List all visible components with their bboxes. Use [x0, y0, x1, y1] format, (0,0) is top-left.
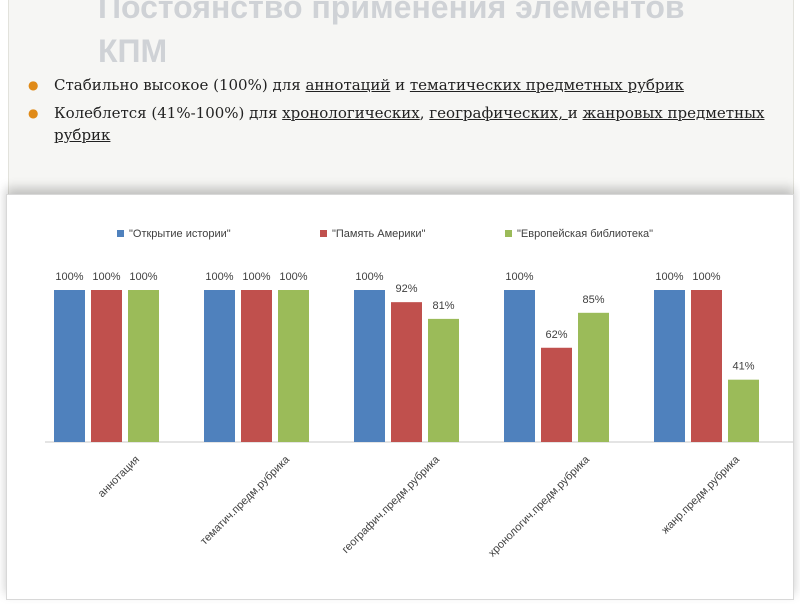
data-label: 100% [692, 271, 720, 283]
bar [54, 290, 85, 442]
bullet-list: ● Стабильно высокое (100%) для аннотаций … [24, 74, 776, 152]
bullet-term: географических, [429, 104, 568, 122]
bar [728, 379, 759, 442]
bar [654, 290, 685, 442]
data-label: 100% [92, 271, 120, 283]
data-label: 62% [545, 329, 567, 341]
data-label: 100% [505, 271, 533, 283]
bullet-dot-icon: ● [28, 106, 39, 120]
data-label: 100% [355, 271, 383, 283]
bar [204, 290, 235, 442]
legend-swatch [320, 230, 327, 237]
data-label: 100% [655, 271, 683, 283]
bar [241, 290, 272, 442]
data-label: 100% [242, 271, 270, 283]
category-label: географич.предм.рубрика [340, 453, 443, 556]
legend-swatch [505, 230, 512, 237]
slide-title: Постоянство применения элементов КПМ [98, 0, 758, 74]
data-label: 100% [205, 271, 233, 283]
category-label: хронологич.предм.рубрика [486, 453, 592, 559]
bar [578, 312, 609, 442]
data-label: 92% [395, 283, 417, 295]
legend-label: "Открытие истории" [129, 228, 231, 240]
bullet-item: ● Стабильно высокое (100%) для аннотаций … [24, 74, 776, 96]
data-label: 100% [129, 271, 157, 283]
bullet-text: и [390, 76, 410, 94]
bullet-term: жанровых предметных рубрик [54, 104, 765, 144]
category-label: жанр.предм.рубрика [659, 453, 742, 536]
bar-chart: "Открытие истории" "Память Америки" "Европ… [45, 228, 795, 559]
bar [391, 302, 422, 442]
bar [691, 290, 722, 442]
bar [278, 290, 309, 442]
bar [541, 347, 572, 442]
bullet-term: хронологических [282, 104, 420, 122]
bar [91, 290, 122, 442]
category-label: аннотация [96, 454, 142, 500]
chart-panel: "Открытие истории" "Память Америки" "Европ… [6, 194, 795, 600]
bar [504, 290, 535, 442]
data-label: 81% [432, 300, 454, 312]
bar [354, 290, 385, 442]
bullet-text: , [419, 104, 430, 122]
bar [128, 290, 159, 442]
bullet-term: тематических предметных рубрик [409, 76, 684, 94]
bullet-text: Стабильно высокое (100%) для [54, 76, 306, 94]
bullet-dot-icon: ● [28, 78, 39, 92]
data-label: 100% [55, 271, 83, 283]
bullet-item: ● Колеблется (41%-100%) для хронологическ… [24, 102, 776, 146]
legend-label: "Память Америки" [332, 228, 426, 240]
bullet-term: аннотаций [305, 76, 391, 94]
bullet-text: и [567, 104, 583, 122]
slide-title-line-1: Постоянство применения элементов [98, 0, 685, 25]
bar [428, 318, 459, 442]
data-label: 85% [582, 294, 604, 306]
data-label: 100% [279, 271, 307, 283]
legend-label: "Европейская библиотека" [517, 228, 653, 240]
slide-title-line-2: КПМ [98, 33, 168, 69]
bullet-text: Колеблется (41%-100%) для [54, 104, 283, 122]
category-label: тематич.предм.рубрика [198, 453, 293, 548]
legend-swatch [117, 230, 124, 237]
data-label: 41% [732, 361, 754, 373]
